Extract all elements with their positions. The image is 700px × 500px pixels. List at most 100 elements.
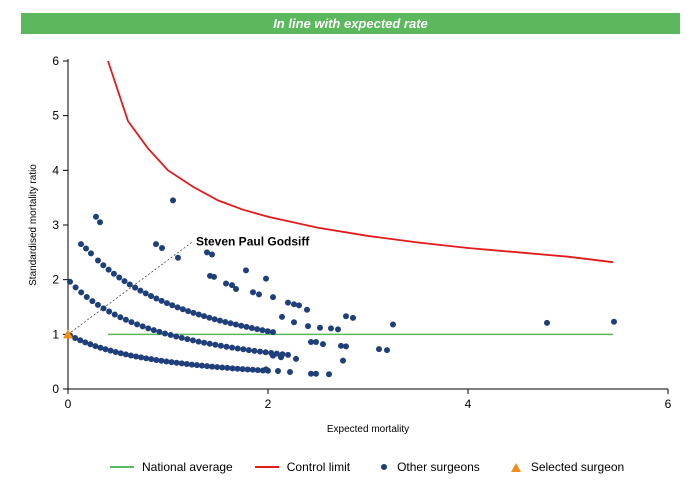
other-surgeon-point: [150, 327, 157, 334]
other-surgeon-point: [243, 267, 249, 274]
other-surgeon-point: [179, 306, 186, 313]
legend-swatch-control-limit: [254, 466, 279, 468]
other-surgeon-point: [296, 302, 302, 309]
other-surgeon-point: [142, 290, 149, 297]
y-tick-label: 6: [52, 54, 59, 68]
x-axis-label: Expected mortality: [327, 424, 409, 435]
other-surgeon-point: [139, 323, 146, 330]
other-surgeon-point: [212, 341, 219, 348]
other-surgeon-point: [189, 337, 196, 344]
other-surgeon-point: [92, 343, 99, 350]
other-surgeon-point: [338, 342, 344, 349]
other-surgeon-point: [201, 313, 208, 320]
other-surgeon-point: [343, 343, 349, 350]
other-surgeon-point: [195, 311, 202, 318]
other-surgeon-point: [285, 351, 291, 358]
other-surgeon-point: [106, 308, 113, 315]
other-surgeon-point: [117, 350, 124, 357]
other-surgeon-point: [169, 302, 176, 309]
other-surgeon-point: [285, 299, 291, 306]
other-surgeon-point: [340, 357, 346, 364]
other-surgeon-point: [178, 360, 185, 367]
other-surgeon-point: [111, 311, 118, 318]
other-surgeon-point: [178, 334, 185, 341]
x-tick-label: 6: [665, 397, 672, 411]
other-surgeon-point: [211, 273, 217, 280]
other-surgeon-point: [88, 250, 94, 257]
other-surgeon-point: [313, 370, 319, 377]
other-surgeon-point: [254, 367, 261, 374]
chart-legend: National average Control limit Other sur…: [110, 460, 646, 474]
other-surgeon-point: [163, 358, 170, 365]
other-surgeon-point: [153, 241, 159, 248]
other-surgeon-point: [94, 301, 101, 308]
other-surgeon-point: [227, 320, 234, 327]
other-surgeon-point: [308, 370, 314, 377]
other-surgeon-point: [89, 298, 96, 305]
other-surgeon-point: [173, 359, 180, 366]
other-surgeon-point: [262, 349, 269, 356]
other-surgeon-point: [376, 346, 382, 353]
x-tick-label: 4: [465, 397, 472, 411]
other-surgeon-point: [291, 301, 297, 308]
other-surgeon-point: [326, 371, 332, 378]
other-surgeon-point: [193, 362, 200, 369]
other-surgeon-point: [204, 363, 211, 370]
other-surgeon-point: [78, 289, 85, 296]
other-surgeon-point: [201, 339, 208, 346]
other-surgeon-point: [83, 245, 89, 252]
y-tick-label: 0: [52, 382, 59, 396]
other-surgeon-point: [343, 313, 349, 320]
other-surgeon-point: [170, 197, 176, 204]
other-surgeon-point: [128, 319, 135, 326]
other-surgeon-point: [195, 338, 202, 345]
other-surgeon-point: [117, 314, 124, 321]
annotation-label: Steven Paul Godsiff: [196, 234, 310, 248]
other-surgeon-point: [211, 316, 218, 323]
other-surgeon-point: [173, 333, 180, 340]
other-surgeon-point: [143, 355, 150, 362]
other-surgeon-point: [251, 347, 258, 354]
other-surgeon-point: [293, 355, 299, 362]
other-surgeon-point: [222, 318, 229, 325]
other-surgeon-point: [206, 314, 213, 321]
other-surgeon-point: [263, 366, 269, 373]
x-tick-label: 0: [65, 397, 72, 411]
other-surgeon-point: [185, 308, 192, 315]
other-surgeon-point: [308, 338, 314, 345]
x-tick-label: 2: [265, 397, 272, 411]
other-surgeon-point: [127, 352, 134, 359]
other-surgeon-point: [335, 326, 341, 333]
other-surgeon-point: [72, 284, 79, 291]
other-surgeon-point: [250, 289, 256, 296]
other-surgeon-point: [256, 291, 262, 298]
other-surgeon-point: [209, 251, 215, 258]
other-surgeon-point: [270, 352, 276, 359]
other-surgeon-point: [232, 321, 239, 328]
other-surgeon-point: [279, 313, 285, 320]
y-tick-label: 1: [52, 327, 59, 341]
other-surgeon-point: [390, 321, 396, 328]
other-surgeon-point: [238, 322, 245, 329]
other-surgeon-point: [229, 365, 236, 372]
other-surgeon-point: [257, 348, 264, 355]
other-surgeon-point: [219, 364, 226, 371]
other-surgeon-point: [107, 347, 114, 354]
other-surgeon-point: [148, 356, 155, 363]
y-tick-label: 2: [52, 273, 59, 287]
y-tick-label: 5: [52, 109, 59, 123]
other-surgeon-point: [159, 244, 165, 251]
other-surgeon-point: [317, 324, 323, 331]
other-surgeon-point: [184, 336, 191, 343]
other-surgeon-point: [305, 323, 311, 330]
other-surgeon-point: [112, 348, 119, 355]
y-tick-label: 3: [52, 218, 59, 232]
legend-item-other-surgeons: Other surgeons: [372, 460, 480, 474]
other-surgeon-point: [239, 366, 246, 373]
other-surgeon-point: [97, 344, 104, 351]
other-surgeon-point: [270, 294, 276, 301]
other-surgeon-point: [264, 328, 271, 335]
other-surgeon-point: [611, 318, 617, 325]
other-surgeon-point: [384, 347, 390, 354]
other-surgeon-point: [234, 365, 241, 372]
